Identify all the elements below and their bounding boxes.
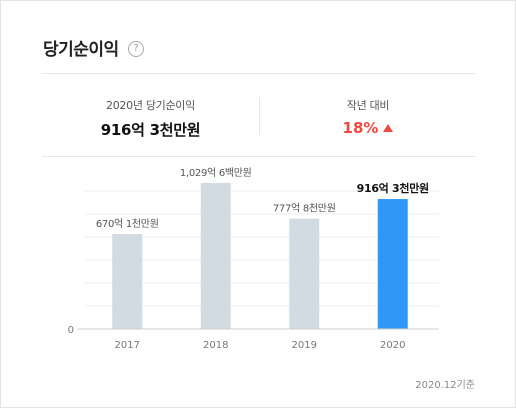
bar-2019 xyxy=(289,218,320,329)
bar-value-label: 916억 3천만원 xyxy=(357,181,429,195)
yoy-label: 작년 대비 xyxy=(346,99,390,112)
question-circle-icon[interactable]: ? xyxy=(128,41,144,57)
bar-value-label: 670억 1천만원 xyxy=(96,218,159,230)
bar-value-label: 777억 8천만원 xyxy=(273,203,336,215)
x-tick-label: 2017 xyxy=(115,340,140,351)
yoy-summary: 작년 대비 18% xyxy=(260,97,476,137)
as-of-date: 2020.12기준 xyxy=(415,380,475,391)
divider xyxy=(42,73,476,74)
bar-2017 xyxy=(112,233,143,329)
bar-2020 xyxy=(377,199,408,329)
y-tick-label: 0 xyxy=(68,325,74,336)
current-net-income-label: 2020년 당기순이익 xyxy=(106,99,195,112)
summary-separator xyxy=(259,97,260,135)
yoy-change: 18% xyxy=(260,119,476,137)
bar-2018 xyxy=(200,182,231,329)
x-tick-label: 2020 xyxy=(380,340,405,351)
yoy-value: 18% xyxy=(342,119,379,137)
current-net-income-value: 916억 3천만원 xyxy=(100,121,201,139)
current-net-income-summary: 2020년 당기순이익 916억 3천만원 xyxy=(42,97,259,140)
divider xyxy=(42,156,476,157)
card-title: 당기순이익 xyxy=(43,40,119,60)
x-tick-label: 2019 xyxy=(292,340,317,351)
x-tick-label: 2018 xyxy=(203,340,228,351)
up-triangle-icon xyxy=(383,124,394,132)
bar-value-label: 1,029억 6백만원 xyxy=(180,167,252,179)
